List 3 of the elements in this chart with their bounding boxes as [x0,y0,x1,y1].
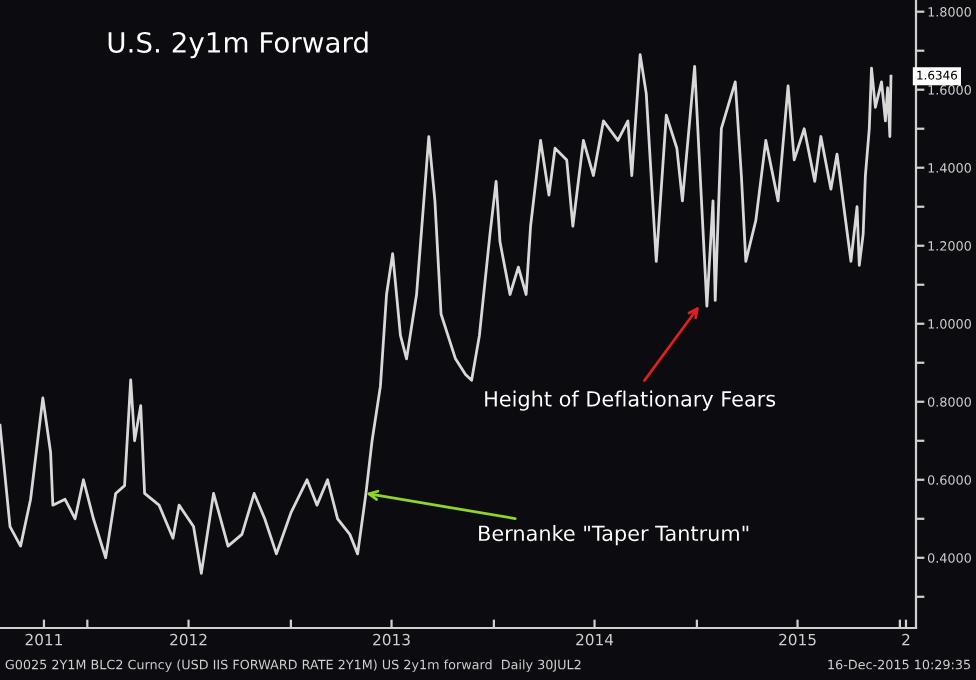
annotation: Height of Deflationary Fears [485,390,776,411]
annotation: Bernanke "Taper Tantrum" [479,525,749,546]
text: U.S. 2y1m Forward [108,31,368,59]
